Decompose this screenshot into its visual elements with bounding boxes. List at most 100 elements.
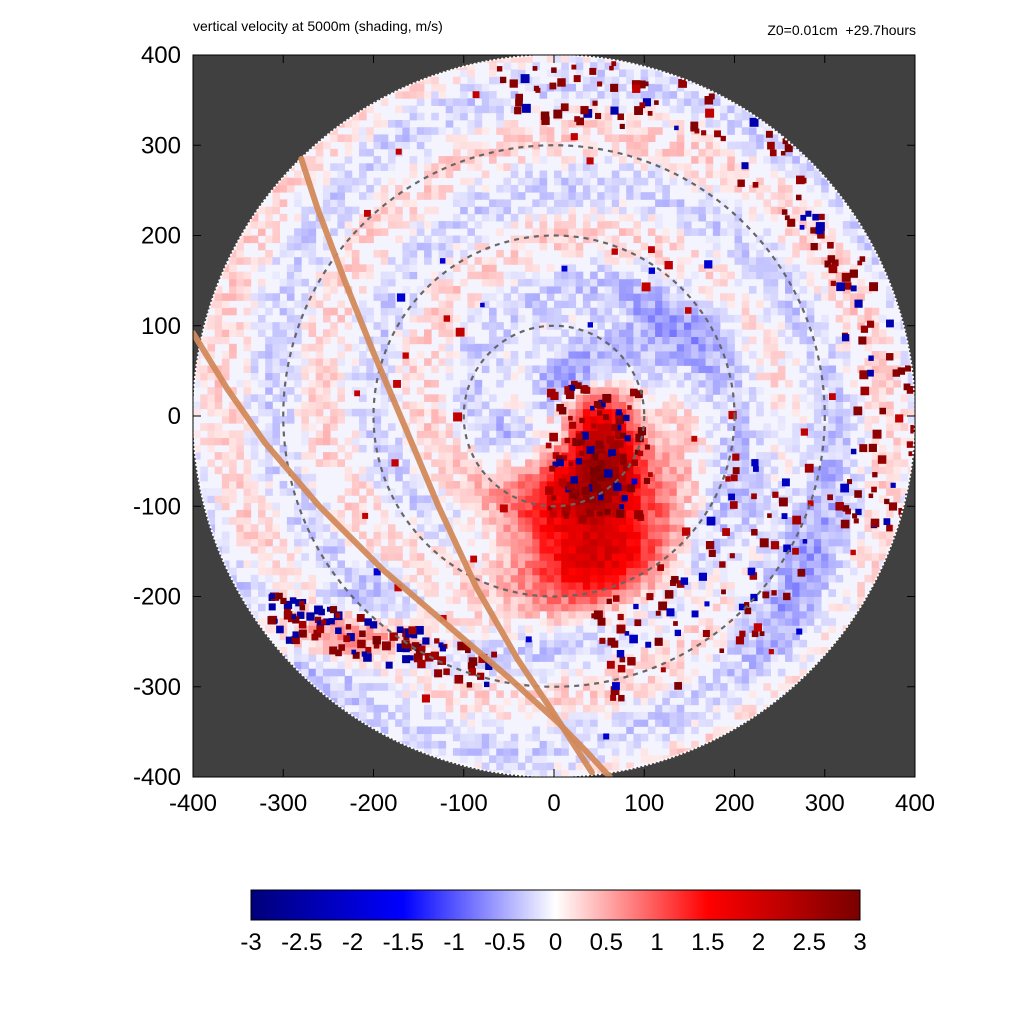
shading-cell	[590, 257, 598, 265]
shading-cell	[734, 444, 743, 453]
shading-cell	[221, 545, 230, 554]
shading-cell	[337, 372, 346, 381]
shading-cell	[705, 351, 714, 359]
shading-cell	[525, 437, 533, 446]
shading-cell	[207, 300, 216, 309]
shading-cell	[597, 300, 605, 309]
shading-cell	[452, 112, 461, 121]
shading-cell	[806, 206, 815, 215]
shading-cell	[618, 322, 627, 330]
shading-cell	[561, 545, 569, 554]
shading-cell	[575, 401, 584, 410]
shading-cell	[705, 372, 714, 381]
shading-cell	[409, 408, 418, 417]
shading-cell	[799, 242, 808, 251]
shading-cell	[539, 509, 548, 518]
shading-cell	[330, 127, 338, 135]
shading-cell	[756, 192, 764, 200]
shading-cell	[792, 163, 800, 171]
shading-cell	[720, 307, 728, 316]
shading-cell	[647, 618, 656, 626]
shading-cell	[344, 589, 353, 597]
shading-cell	[359, 567, 367, 576]
shading-cell	[575, 134, 584, 143]
shading-cell	[387, 582, 396, 590]
shading-cell	[481, 91, 490, 99]
shading-cell	[647, 336, 656, 345]
shading-cell	[402, 134, 410, 143]
shading-cell	[712, 249, 721, 258]
shading-cell	[546, 538, 555, 547]
shading-cell	[546, 697, 555, 706]
shading-cell	[741, 683, 750, 691]
shading-cell	[243, 459, 252, 467]
shading-cell	[236, 531, 244, 540]
shading-cell	[445, 98, 454, 106]
shading-cell	[720, 148, 728, 157]
shading-cell	[308, 654, 317, 662]
shading-cell	[265, 387, 273, 395]
shading-cell	[496, 163, 504, 171]
shading-cell	[633, 517, 642, 525]
shading-cell	[308, 293, 317, 301]
shading-cell	[344, 141, 353, 150]
shading-cell	[821, 184, 829, 193]
shading-cell	[575, 343, 584, 352]
shading-cell	[474, 257, 483, 265]
shading-cell	[604, 517, 613, 525]
shading-cell	[481, 473, 490, 482]
shading-cell	[575, 712, 584, 720]
shading-cell	[460, 235, 468, 244]
shading-cell	[272, 437, 281, 446]
shading-cell	[344, 567, 353, 576]
shading-cell	[669, 661, 678, 670]
shading-cell	[777, 206, 786, 215]
shading-cell	[373, 683, 382, 691]
shading-cell	[655, 733, 663, 742]
shading-cell	[683, 372, 692, 381]
shading-cell	[467, 524, 475, 532]
shading-cell	[806, 560, 815, 569]
shading-cell	[575, 647, 584, 655]
shading-cell	[438, 437, 447, 446]
shading-cell	[532, 524, 540, 532]
shading-cell	[763, 639, 771, 648]
shading-cell	[590, 712, 598, 720]
shading-cell	[445, 322, 454, 330]
shading-cell	[604, 459, 613, 467]
shading-cell	[373, 134, 382, 143]
shading-cell	[647, 452, 656, 460]
shading-cell	[554, 697, 562, 706]
shading-cell	[727, 358, 735, 366]
shading-cell	[748, 134, 757, 143]
shading-cell	[561, 401, 569, 410]
shading-cell	[272, 582, 281, 590]
shading-cell	[662, 712, 670, 720]
shading-cell	[294, 314, 302, 323]
shading-cell	[525, 755, 533, 763]
shading-cell	[322, 336, 331, 345]
shading-cell	[481, 322, 490, 330]
shading-cell	[662, 163, 670, 171]
shading-cell	[308, 596, 317, 605]
shading-cell	[424, 408, 432, 417]
shading-cell	[517, 603, 526, 612]
shading-cell	[662, 524, 670, 532]
shading-cell	[770, 206, 779, 215]
shading-cell	[460, 408, 468, 417]
shading-cell	[770, 134, 779, 143]
shading-cell	[618, 300, 627, 309]
shading-cell	[503, 625, 512, 633]
shading-cell	[315, 647, 324, 655]
shading-cell	[452, 314, 461, 323]
shading-cell	[727, 647, 735, 655]
shading-cell	[691, 228, 699, 236]
shading-cell	[575, 567, 584, 576]
shading-cell	[373, 459, 382, 467]
shading-cell	[806, 603, 815, 612]
shading-cell	[474, 271, 483, 280]
shading-cell	[597, 221, 605, 229]
shading-cell	[575, 524, 584, 532]
shading-cell	[243, 365, 252, 374]
shading-cell	[554, 582, 562, 590]
